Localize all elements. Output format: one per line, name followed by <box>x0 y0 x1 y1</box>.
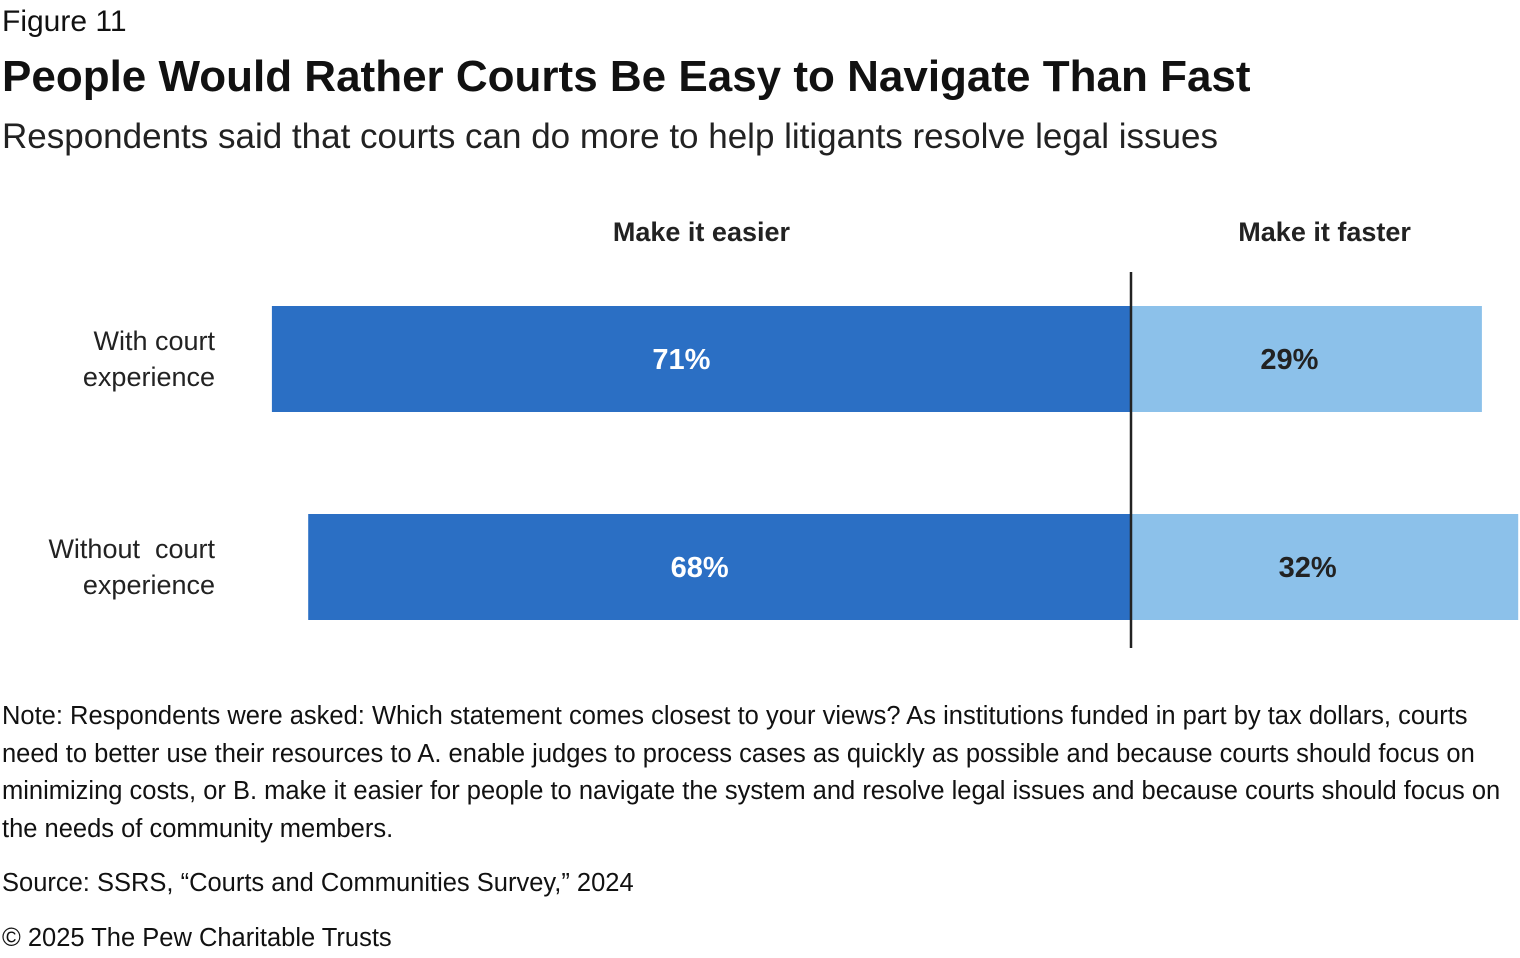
series-header-make-it-faster: Make it faster <box>1238 217 1411 247</box>
bar-make-it-easier-2 <box>308 514 1131 620</box>
category-label-1-line-1: With court <box>93 326 215 356</box>
category-label-2-line-1: Without court <box>48 534 215 564</box>
chart-title: People Would Rather Courts Be Easy to Na… <box>2 52 1251 101</box>
bar-make-it-faster-1 <box>1131 306 1482 412</box>
series-header-make-it-easier: Make it easier <box>613 217 791 247</box>
data-label-make-it-faster-2: 32% <box>1279 552 1337 584</box>
figure-label: Figure 11 <box>2 5 127 38</box>
category-label-2-line-2: experience <box>83 570 215 600</box>
chart-source: Source: SSRS, “Courts and Communities Su… <box>2 869 634 897</box>
data-label-make-it-faster-1: 29% <box>1260 344 1318 376</box>
copyright: © 2025 The Pew Charitable Trusts <box>2 924 392 952</box>
data-label-make-it-easier-2: 68% <box>671 552 729 584</box>
chart-subtitle: Respondents said that courts can do more… <box>2 117 1218 156</box>
bar-make-it-easier-1 <box>271 306 1131 412</box>
diverging-bar-chart: Make it easier Make it faster 71% 29% With c… <box>48 217 1519 648</box>
chart-note: Note: Respondents were asked: Which stat… <box>2 702 1501 843</box>
category-label-1-line-2: experience <box>83 362 215 392</box>
bar-make-it-faster-2 <box>1131 514 1519 620</box>
data-label-make-it-easier-1: 71% <box>652 344 710 376</box>
